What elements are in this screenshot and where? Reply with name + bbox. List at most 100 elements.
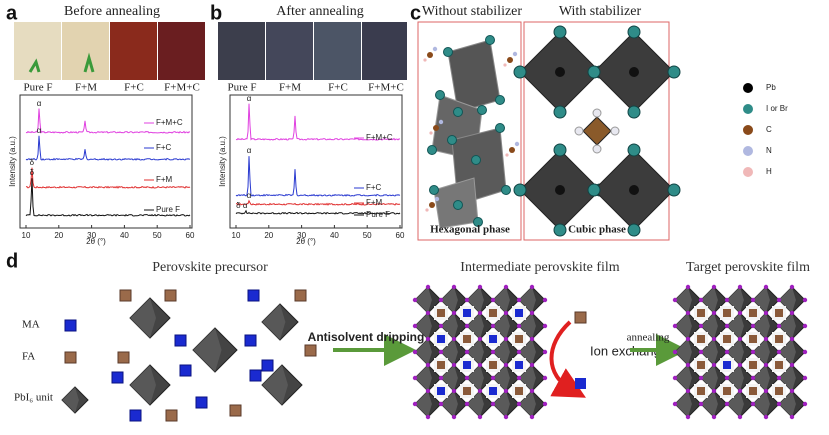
atom-c [507, 57, 513, 63]
atom-halide [513, 183, 527, 197]
ma-ion [437, 335, 445, 343]
iodide [438, 349, 444, 355]
iodide [542, 401, 548, 407]
iodide [776, 323, 782, 329]
atom-halide [485, 35, 495, 45]
iodide [776, 349, 782, 355]
xrd-trace [235, 103, 401, 141]
iodide [425, 414, 431, 420]
fa-ion [775, 335, 783, 343]
octahedron-face [727, 313, 744, 339]
peak-label: α [247, 146, 252, 155]
iodide [802, 349, 808, 355]
iodide [438, 401, 444, 407]
fa-ion [723, 387, 731, 395]
iodide [737, 310, 743, 316]
octahedron-face [493, 339, 510, 365]
iodide [542, 375, 548, 381]
iodide [737, 414, 743, 420]
iodide [711, 362, 717, 368]
octahedron-face [415, 313, 432, 339]
iodide [464, 349, 470, 355]
iodide [464, 323, 470, 329]
iodide [789, 336, 795, 342]
fa-ion [723, 309, 731, 317]
iodide [763, 414, 769, 420]
fa-ion [437, 361, 445, 369]
ma-ion [515, 309, 523, 317]
octahedron-face [675, 365, 692, 391]
octahedron-face [779, 391, 796, 417]
atom-halide [587, 183, 601, 197]
octahedron-face [519, 313, 536, 339]
octahedron-face [441, 365, 458, 391]
iodide [516, 323, 522, 329]
atom-halide [553, 143, 567, 157]
iodide [698, 297, 704, 303]
octahedron-face [62, 387, 79, 413]
arrow-label: annealing [627, 332, 670, 344]
iodide [698, 375, 704, 381]
fa-ion [64, 351, 77, 364]
fa-ion [165, 409, 178, 422]
ma-ion [723, 361, 731, 369]
trace-label: F+C [366, 183, 382, 192]
atom-halide [627, 143, 641, 157]
octahedron-face [701, 391, 718, 417]
atom-pb [629, 67, 639, 77]
iodide [490, 323, 496, 329]
iodide [776, 401, 782, 407]
iodide [685, 310, 691, 316]
octahedron-face [467, 313, 484, 339]
octahedron-face [753, 287, 770, 313]
iodide [542, 297, 548, 303]
atom-halide [473, 217, 483, 227]
atom-pb [555, 67, 565, 77]
legend: Pb I or Br C N H [743, 83, 788, 177]
fa-ion [749, 335, 757, 343]
octahedron-face [262, 304, 286, 340]
atom-n [438, 119, 444, 125]
iodide [490, 375, 496, 381]
stage-title: Perovskite precursor [152, 260, 268, 275]
xrd-trace [25, 178, 191, 217]
peak-label: α [247, 94, 252, 103]
fa-ion [515, 387, 523, 395]
iodide [724, 297, 730, 303]
iodide [477, 310, 483, 316]
x-axis-label: 2θ (°) [86, 237, 106, 246]
sample-label: Pure F [23, 82, 52, 94]
iodide [711, 388, 717, 394]
atom-halide [495, 95, 505, 105]
iodide [789, 414, 795, 420]
stage-title: Intermediate perovskite film [460, 260, 619, 275]
atom-halide [627, 105, 641, 119]
x-tick-label: 20 [264, 231, 273, 240]
fa-ion [697, 309, 705, 317]
trace-label: F+M [366, 198, 383, 207]
fa-ion [775, 361, 783, 369]
atom-halide [435, 90, 445, 100]
xrd-trace [235, 209, 401, 215]
fa-ion [164, 289, 177, 302]
iodide [464, 375, 470, 381]
atom-pb [555, 185, 565, 195]
octahedron-face [441, 391, 458, 417]
iodide [516, 401, 522, 407]
fa-ion [463, 387, 471, 395]
atom-h [574, 126, 584, 136]
atom-h [610, 126, 620, 136]
atom-halide [513, 65, 527, 79]
octahedron-face [493, 391, 510, 417]
species-label: PbI₆ unit [14, 392, 53, 404]
iodide [529, 362, 535, 368]
iodide [763, 284, 769, 290]
iodide [503, 284, 509, 290]
peak-label: α [37, 126, 42, 135]
ma-ion [463, 361, 471, 369]
sample-label: F+C [124, 82, 144, 94]
hexagonal-structure [423, 35, 520, 229]
iodide [451, 310, 457, 316]
iodide [451, 336, 457, 342]
x-tick-label: 10 [232, 231, 241, 240]
